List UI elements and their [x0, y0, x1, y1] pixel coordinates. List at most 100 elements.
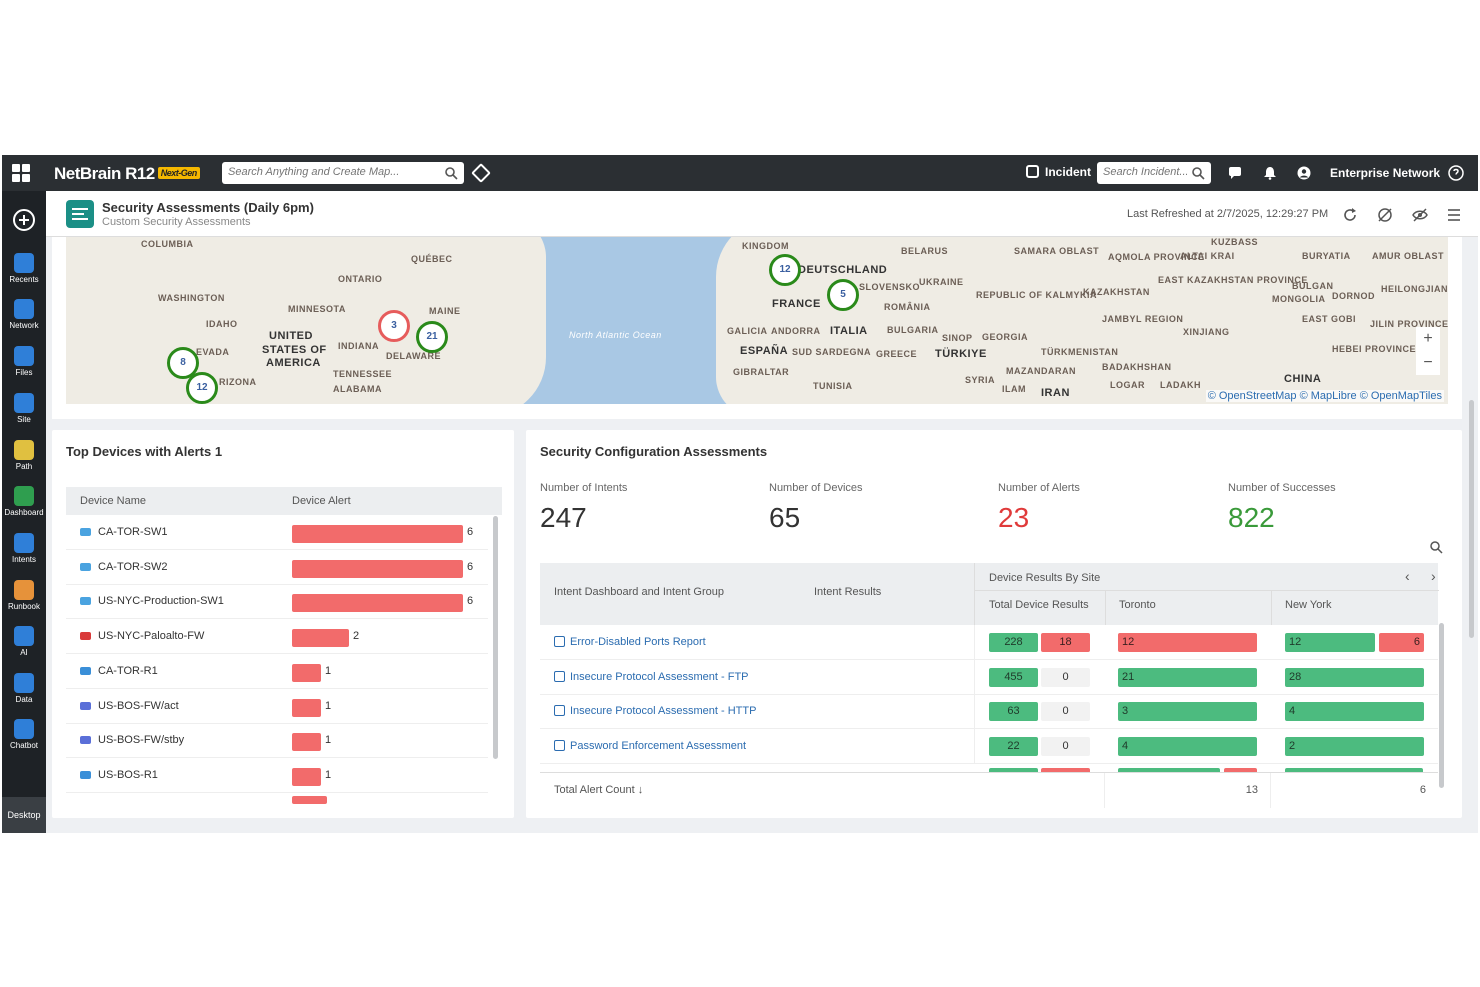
table-row[interactable]: CA-TOR-SW1 6 [66, 516, 488, 550]
newyork-ok-pill[interactable]: 2 [1285, 737, 1424, 757]
column-intent[interactable]: Intent Dashboard and Intent Group [554, 586, 725, 598]
map-attribution[interactable]: © OpenStreetMap © MapLibre © OpenMapTile… [1205, 390, 1444, 402]
alert-bar[interactable] [292, 663, 321, 682]
newyork-alert-pill[interactable]: 6 [1379, 633, 1424, 652]
column-total-device-results[interactable]: Total Device Results [989, 599, 1089, 611]
world-map[interactable]: COLUMBIA QUÉBEC ONTARIO WASHINGTON MINNESOTA… [66, 237, 1448, 404]
domain-selector[interactable]: Enterprise Network [1330, 166, 1441, 180]
device-name[interactable]: CA-TOR-R1 [98, 664, 158, 677]
alert-bar[interactable] [292, 698, 321, 717]
device-name[interactable]: US-BOS-FW/act [98, 699, 179, 712]
global-search-input[interactable] [228, 166, 428, 178]
table-row[interactable]: US-BOS-R1 1 [66, 759, 488, 793]
nav-item-data[interactable]: Data [2, 673, 46, 704]
app-grid-icon[interactable] [12, 164, 30, 182]
nav-item-site[interactable]: Site [2, 393, 46, 424]
hide-icon[interactable] [1412, 207, 1428, 223]
alert-bar[interactable] [292, 559, 463, 578]
table-row[interactable]: US-NYC-Paloalto-FW 2 [66, 620, 488, 655]
nav-item-path[interactable]: Path [2, 440, 46, 471]
bell-icon[interactable] [1263, 166, 1277, 180]
table-row[interactable]: US-BOS-FW/stby 1 [66, 724, 488, 759]
device-name[interactable]: US-NYC-Production-SW1 [98, 595, 224, 608]
ok-pill[interactable]: 63 [989, 702, 1038, 722]
device-name[interactable]: US-BOS-FW/stby [98, 734, 185, 747]
nav-item-runbook[interactable]: Runbook [2, 580, 46, 611]
ok-pill[interactable]: 228 [989, 633, 1038, 652]
column-toronto[interactable]: Toronto [1119, 599, 1156, 611]
help-icon[interactable] [1448, 165, 1464, 181]
intent-link[interactable]: Error-Disabled Ports Report [554, 636, 706, 648]
auto-refresh-off-icon[interactable] [1377, 207, 1393, 223]
user-icon[interactable] [1297, 166, 1311, 180]
stat-value[interactable]: 65 [769, 502, 801, 533]
stat-value[interactable]: 23 [998, 502, 1030, 533]
newyork-ok-pill[interactable]: 28 [1285, 667, 1424, 687]
newyork-ok-pill[interactable]: 12 [1285, 633, 1375, 652]
search-icon[interactable] [444, 166, 458, 180]
table-row[interactable]: US-NYC-Production-SW1 6 [66, 585, 488, 620]
nav-item-intents[interactable]: Intents [2, 533, 46, 564]
alert-bar[interactable] [292, 629, 349, 648]
chevron-left-icon[interactable]: ‹ [1405, 568, 1410, 584]
alert-bar[interactable] [292, 594, 463, 613]
incident-button[interactable]: Incident [1026, 165, 1091, 179]
device-name[interactable]: CA-TOR-SW1 [98, 526, 168, 538]
nav-item-ai[interactable]: AI [2, 626, 46, 657]
incident-search-input[interactable] [1103, 166, 1187, 178]
nav-item-chatbot[interactable]: Chatbot [2, 719, 46, 750]
map-cluster-marker[interactable]: 5 [827, 279, 859, 311]
scrollbar[interactable] [493, 516, 498, 759]
alert-bar[interactable] [292, 733, 321, 752]
zoom-controls[interactable]: + − [1416, 327, 1440, 375]
intent-link[interactable]: Password Enforcement Assessment [554, 740, 746, 752]
stat-value[interactable]: 247 [540, 502, 587, 533]
map-cluster-marker[interactable]: 12 [769, 254, 801, 286]
refresh-icon[interactable] [1342, 207, 1358, 223]
add-icon[interactable] [12, 208, 36, 232]
table-row[interactable]: CA-TOR-R1 1 [66, 655, 488, 689]
nav-item-files[interactable]: Files [2, 346, 46, 377]
column-device-name[interactable]: Device Name [80, 495, 147, 507]
zoom-in-button[interactable]: + [1423, 330, 1433, 347]
search-icon[interactable] [1429, 540, 1443, 554]
desktop-button[interactable]: Desktop [2, 797, 46, 833]
alert-pill[interactable]: 0 [1041, 667, 1090, 687]
column-new-york[interactable]: New York [1285, 599, 1332, 611]
column-intent-results[interactable]: Intent Results [814, 586, 882, 598]
table-row[interactable]: US-BOS-FW/act 1 [66, 690, 488, 724]
navigate-icon[interactable] [471, 163, 491, 183]
ok-pill[interactable]: 22 [989, 737, 1038, 757]
intent-link[interactable]: Insecure Protocol Assessment - FTP [554, 670, 749, 683]
column-device-alert[interactable]: Device Alert [292, 495, 351, 507]
stat-value[interactable]: 822 [1228, 502, 1275, 533]
toronto-pill[interactable]: 3 [1118, 702, 1257, 722]
toronto-pill[interactable]: 4 [1118, 737, 1257, 757]
incident-search[interactable] [1097, 162, 1211, 184]
device-name[interactable]: US-NYC-Paloalto-FW [98, 630, 205, 643]
map-cluster-marker[interactable]: 12 [186, 372, 218, 404]
map-cluster-marker[interactable]: 3 [378, 310, 410, 342]
device-name[interactable]: CA-TOR-SW2 [98, 560, 168, 573]
nav-item-dashboard[interactable]: Dashboard [2, 486, 46, 517]
toronto-pill[interactable]: 21 [1118, 667, 1257, 687]
global-search[interactable] [222, 162, 464, 184]
nav-item-recents[interactable]: Recents [2, 253, 46, 284]
newyork-ok-pill[interactable]: 4 [1285, 702, 1424, 722]
table-row[interactable]: CA-TOR-SW2 6 [66, 551, 488, 585]
menu-icon[interactable] [1446, 207, 1462, 223]
page-scrollbar[interactable] [1469, 400, 1474, 638]
alert-pill[interactable]: 0 [1041, 737, 1090, 757]
map-cluster-marker[interactable]: 21 [416, 321, 448, 353]
alert-pill[interactable]: 0 [1041, 702, 1090, 722]
alert-bar[interactable] [292, 767, 321, 786]
chat-icon[interactable] [1228, 166, 1242, 180]
total-alert-count-label[interactable]: Total Alert Count ↓ [554, 784, 644, 796]
chevron-right-icon[interactable]: › [1431, 568, 1436, 584]
intent-link[interactable]: Insecure Protocol Assessment - HTTP [554, 705, 756, 717]
scrollbar[interactable] [1439, 623, 1444, 788]
device-name[interactable]: US-BOS-R1 [98, 768, 158, 781]
alert-bar[interactable] [292, 525, 463, 543]
search-icon[interactable] [1191, 166, 1205, 180]
alert-pill[interactable]: 18 [1041, 633, 1090, 652]
